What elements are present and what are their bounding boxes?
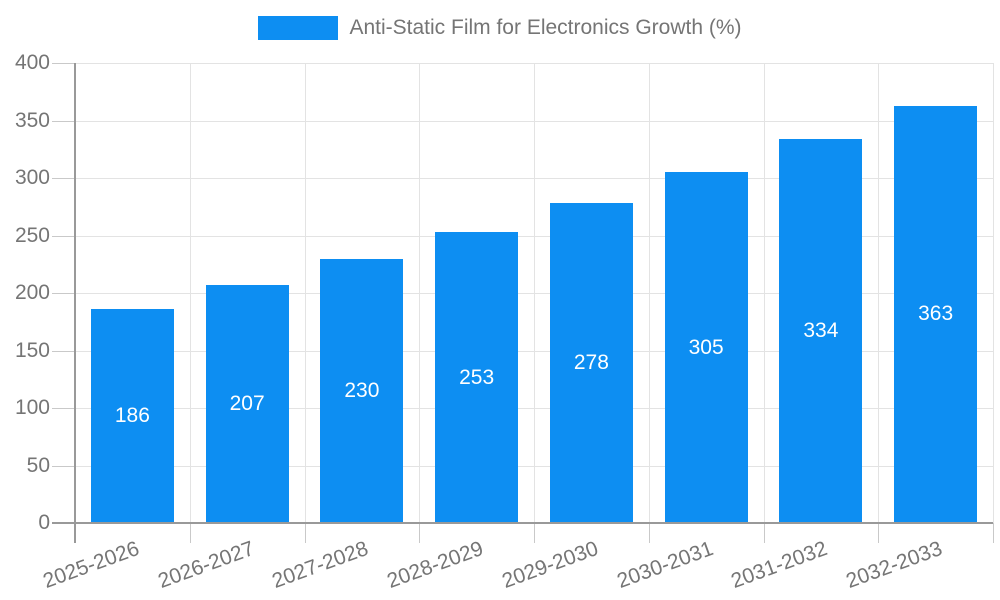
- bar-2025-2026[interactable]: 186: [90, 309, 174, 523]
- bar-2028-2029[interactable]: 253: [435, 232, 519, 523]
- legend-swatch: [258, 16, 339, 40]
- bar-2031-2032[interactable]: 334: [779, 138, 863, 523]
- legend[interactable]: Anti-Static Film for Electronics Growth …: [0, 16, 1000, 40]
- bar-2027-2028[interactable]: 230: [320, 258, 404, 523]
- gridline-vertical: [648, 63, 650, 523]
- y-tick-mark: [52, 178, 75, 179]
- y-axis-label: 100: [14, 396, 50, 419]
- x-tick-mark: [304, 523, 306, 543]
- gridline-vertical: [419, 63, 421, 523]
- y-axis-label: 250: [14, 223, 50, 247]
- bar-2032-2033[interactable]: 363: [894, 105, 978, 523]
- gridline-vertical: [763, 63, 765, 523]
- x-axis-label: 2027-2028: [269, 537, 372, 593]
- y-tick-mark: [52, 293, 75, 294]
- bar-value-label: 207: [229, 391, 265, 415]
- legend-label: Anti-Static Film for Electronics Growth …: [349, 16, 742, 39]
- y-axis-label: 200: [14, 281, 50, 304]
- x-axis-line: [52, 522, 993, 524]
- y-tick-mark: [52, 120, 75, 122]
- x-axis-label: 2026-2027: [154, 537, 257, 593]
- y-tick-mark: [52, 465, 75, 467]
- x-tick-mark: [993, 523, 994, 543]
- y-tick-mark: [52, 63, 75, 64]
- bar-value-label: 305: [688, 335, 724, 359]
- y-axis-label: 150: [14, 338, 50, 362]
- bar-value-label: 363: [918, 302, 954, 326]
- bar-2029-2030[interactable]: 278: [549, 203, 633, 523]
- bar-value-label: 253: [459, 365, 495, 389]
- bar-value-label: 334: [803, 318, 839, 342]
- gridline-vertical: [304, 63, 306, 523]
- y-axis-label: 400: [14, 51, 50, 74]
- gridline-vertical: [534, 63, 535, 523]
- x-axis-label: 2029-2030: [498, 537, 602, 593]
- x-tick-mark: [648, 523, 650, 543]
- y-axis-label: 350: [14, 108, 50, 132]
- y-tick-mark: [52, 350, 75, 352]
- x-axis-label: 2031-2032: [728, 537, 831, 593]
- bar-2026-2027[interactable]: 207: [205, 284, 289, 523]
- bar-value-label: 230: [344, 378, 380, 402]
- x-axis-label: 2028-2029: [384, 537, 487, 593]
- y-tick-mark: [52, 408, 75, 409]
- x-axis-label: 2032-2033: [843, 537, 946, 593]
- x-axis-label: 2025-2026: [39, 537, 143, 593]
- y-axis-label: 50: [26, 453, 50, 477]
- x-tick-mark: [419, 523, 421, 543]
- x-tick-mark: [878, 523, 880, 543]
- y-axis-label: 0: [38, 511, 50, 534]
- bar-2030-2031[interactable]: 305: [664, 172, 748, 523]
- gridline-vertical: [993, 63, 994, 523]
- gridline-vertical: [189, 63, 191, 523]
- x-tick-mark: [189, 523, 191, 543]
- y-tick-mark: [52, 235, 75, 237]
- x-tick-mark: [534, 523, 535, 543]
- bar-value-label: 278: [573, 351, 609, 375]
- x-axis-label: 2030-2031: [613, 537, 716, 593]
- x-tick-mark: [763, 523, 765, 543]
- bar-value-label: 186: [114, 404, 150, 428]
- gridline-vertical: [878, 63, 880, 523]
- y-axis-label: 300: [14, 166, 50, 189]
- y-axis-line: [74, 63, 76, 543]
